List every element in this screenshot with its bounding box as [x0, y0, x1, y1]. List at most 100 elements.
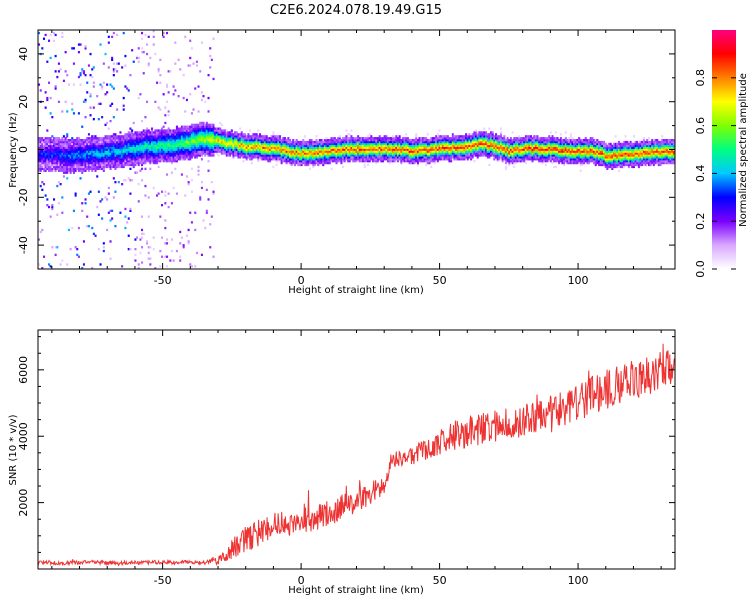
spectrogram-cell	[498, 137, 501, 140]
spectrogram-cell	[280, 160, 283, 163]
spectrogram-cell	[333, 140, 336, 144]
spectrogram-cell	[323, 161, 326, 165]
spectrogram-cell	[377, 148, 380, 151]
spectrogram-cell	[141, 142, 144, 146]
spectrogram-cell	[348, 142, 351, 146]
spectrogram-cell	[315, 161, 318, 165]
spectrogram-cell	[89, 144, 92, 148]
spectrogram-cell	[358, 148, 361, 151]
spectrogram-cell	[533, 144, 536, 148]
spectrogram-cell	[142, 156, 145, 159]
spectrogram-cell	[390, 142, 393, 146]
spectrogram-cell	[91, 158, 94, 161]
spectrogram-cell	[96, 142, 99, 146]
spectrogram-cell	[205, 188, 208, 192]
spectrogram-cell	[204, 123, 207, 127]
spectrogram-cell	[97, 140, 100, 144]
spectrogram-cell	[498, 146, 501, 149]
spectrogram-cell	[456, 146, 459, 149]
spectrogram-cell	[46, 158, 49, 161]
spectrogram-cell	[212, 77, 215, 81]
spectrogram-cell	[363, 148, 366, 151]
spectrogram-cell	[195, 146, 198, 149]
spectrogram-cell	[84, 169, 87, 172]
spectrogram-cell	[86, 139, 89, 142]
spectrogram-cell	[250, 135, 253, 138]
spectrogram-cell	[514, 137, 517, 140]
spectrogram-cell	[215, 150, 218, 153]
spectrogram-cell	[112, 87, 115, 90]
spectrogram-cell	[43, 167, 46, 171]
spectrogram-cell	[134, 142, 137, 146]
spectrogram-cell	[445, 156, 448, 159]
spectrogram-cell	[77, 156, 80, 159]
spectrogram-cell	[451, 148, 454, 151]
spectrogram-cell	[508, 161, 511, 165]
spectrogram-cell	[209, 148, 212, 151]
spectrogram-cell	[111, 102, 114, 106]
spectrogram-cell	[220, 135, 223, 138]
spectrogram-cell	[162, 129, 165, 132]
spectrogram-cell	[519, 158, 522, 161]
spectrogram-cell	[121, 161, 124, 165]
spectrogram-cell	[332, 152, 335, 155]
spectrogram-cell	[382, 142, 385, 146]
spectrogram-cell	[89, 148, 92, 151]
spectrogram-cell	[97, 152, 100, 155]
spectrogram-cell	[121, 265, 124, 268]
spectrogram-cell	[302, 160, 305, 163]
spectrogram-cell	[264, 158, 267, 161]
spectrogram-cell	[514, 158, 517, 161]
spectrogram-cell	[104, 156, 107, 159]
spectrogram-cell	[136, 144, 139, 148]
spectrogram-cell	[355, 152, 358, 155]
spectrogram-cell	[360, 137, 363, 140]
spectrogram-cell	[428, 144, 431, 148]
spectrogram-cell	[416, 140, 419, 144]
spectrogram-cell	[97, 156, 100, 159]
spectrogram-cell	[320, 148, 323, 151]
spectrogram-cell	[473, 135, 476, 138]
spectrogram-cell	[161, 255, 164, 258]
spectrogram-cell	[423, 139, 426, 142]
spectrogram-cell	[521, 156, 524, 159]
spectrogram-cell	[317, 161, 320, 165]
spectrogram-cell	[116, 139, 119, 142]
spectrogram-cell	[72, 167, 75, 171]
spectrogram-cell	[523, 146, 526, 149]
spectrogram-cell	[385, 139, 388, 142]
spectrogram-cell	[166, 100, 169, 104]
spectrogram-cell	[104, 137, 107, 140]
spectrogram-cell	[66, 150, 69, 153]
spectrogram-cell	[534, 156, 537, 159]
spectrogram-cell	[518, 144, 521, 148]
spectrogram-cell	[473, 142, 476, 146]
spectrogram-cell	[220, 129, 223, 132]
spectrogram-cell	[252, 150, 255, 153]
spectrogram-cell	[303, 152, 306, 155]
spectrogram-cell	[76, 248, 79, 251]
spectrogram-cell	[195, 139, 198, 142]
spectrogram-cell	[71, 163, 74, 167]
spectrogram-cell	[269, 154, 272, 157]
spectrogram-cell	[132, 121, 135, 125]
spectrogram-cell	[207, 160, 210, 163]
spectrogram-cell	[420, 137, 423, 140]
spectrogram-cell	[342, 154, 345, 157]
spectrogram-cell	[139, 146, 142, 149]
spectrogram-cell	[426, 158, 429, 161]
spectrogram-cell	[74, 156, 77, 159]
spectrogram-cell	[511, 156, 514, 159]
spectrogram-cell	[48, 156, 51, 159]
spectrogram-cell	[255, 156, 258, 159]
spectrogram-cell	[185, 125, 188, 128]
spectrogram-cell	[136, 146, 139, 149]
spectrogram-cell	[139, 150, 142, 153]
spectrogram-cell	[77, 160, 80, 163]
spectrogram-cell	[166, 139, 169, 142]
spectrogram-cell	[102, 160, 105, 163]
spectrogram-cell	[297, 160, 300, 163]
spectrogram-cell	[114, 190, 117, 193]
spectrogram-cell	[172, 93, 175, 96]
spectrogram-cell	[440, 139, 443, 142]
